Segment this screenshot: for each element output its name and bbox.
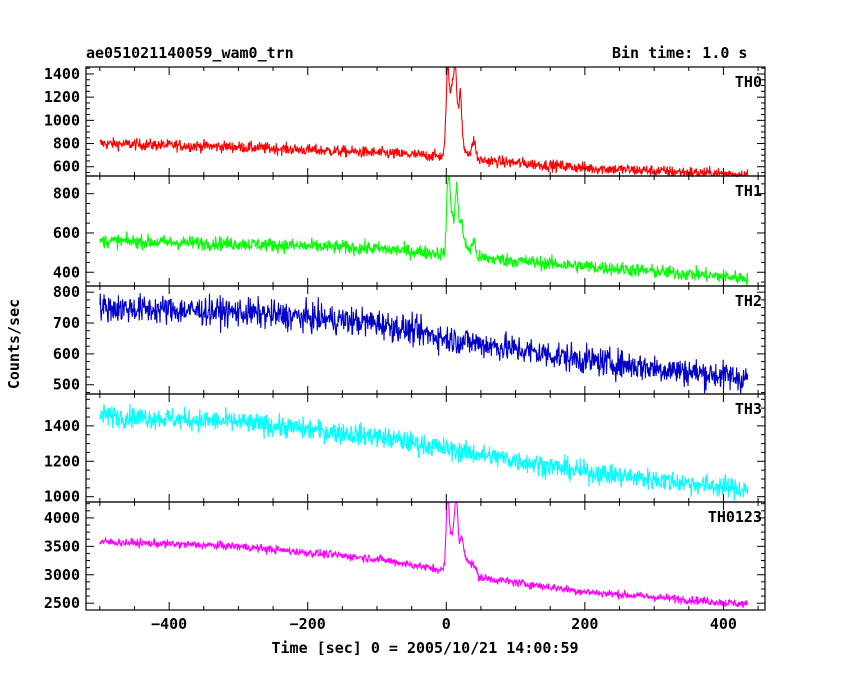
x-tick-label: 0 [442, 615, 451, 633]
series-line-th0123 [99, 501, 749, 609]
panel-label: TH0123 [708, 508, 762, 526]
y-tick-label: 600 [53, 224, 80, 242]
y-tick-label: 500 [53, 376, 80, 394]
y-tick-label: 1200 [44, 452, 80, 470]
panel-th3: 1000 1200 1400 TH3 [44, 393, 766, 506]
series-line-th1 [99, 175, 749, 286]
x-axis-label: Time [sec] 0 = 2005/10/21 14:00:59 [271, 639, 579, 657]
y-tick-label: 4000 [44, 509, 80, 527]
panel-th1: 400 600 800 TH1 [53, 175, 766, 287]
panel-th0123: 2500 3000 3500 4000 TH0123 [44, 501, 766, 612]
y-tick-label: 1000 [44, 488, 80, 506]
y-tick-label: 600 [53, 345, 80, 363]
y-tick-label: 800 [53, 135, 80, 153]
panel-label: TH0 [735, 73, 762, 91]
x-tick-label: −200 [290, 615, 326, 633]
y-tick-label: 600 [53, 158, 80, 176]
chart-title: ae051021140059_wam0_trn [86, 44, 294, 62]
y-tick-label: 1400 [44, 65, 80, 83]
y-tick-label: 2500 [44, 594, 80, 612]
y-tick-label: 800 [53, 185, 80, 203]
y-tick-label: 1400 [44, 417, 80, 435]
series-line-th2 [99, 293, 749, 394]
series-line-th0 [99, 66, 749, 179]
panel-label: TH1 [735, 182, 762, 200]
y-tick-label: 800 [53, 283, 80, 301]
panel-frame [85, 66, 766, 177]
series-line-th3 [99, 403, 749, 501]
panel-label: TH2 [735, 292, 762, 310]
panel-th0: 600 800 1000 1200 1400 TH0 [44, 65, 766, 179]
panel-label: TH3 [735, 400, 762, 418]
x-tick-label: 200 [571, 615, 598, 633]
panel-th2: 500 600 700 800 TH2 [53, 283, 766, 395]
x-tick-label: −400 [151, 615, 187, 633]
bin-time-label: Bin time: 1.0 s [612, 44, 748, 62]
y-tick-label: 700 [53, 314, 80, 332]
x-tick-label: 400 [710, 615, 737, 633]
y-tick-label: 3500 [44, 537, 80, 555]
panel-frame [85, 501, 766, 611]
y-tick-label: 3000 [44, 566, 80, 584]
y-tick-label: 1200 [44, 88, 80, 106]
panel-frame [85, 285, 766, 395]
y-tick-label: 1000 [44, 111, 80, 129]
y-tick-label: 400 [53, 263, 80, 281]
